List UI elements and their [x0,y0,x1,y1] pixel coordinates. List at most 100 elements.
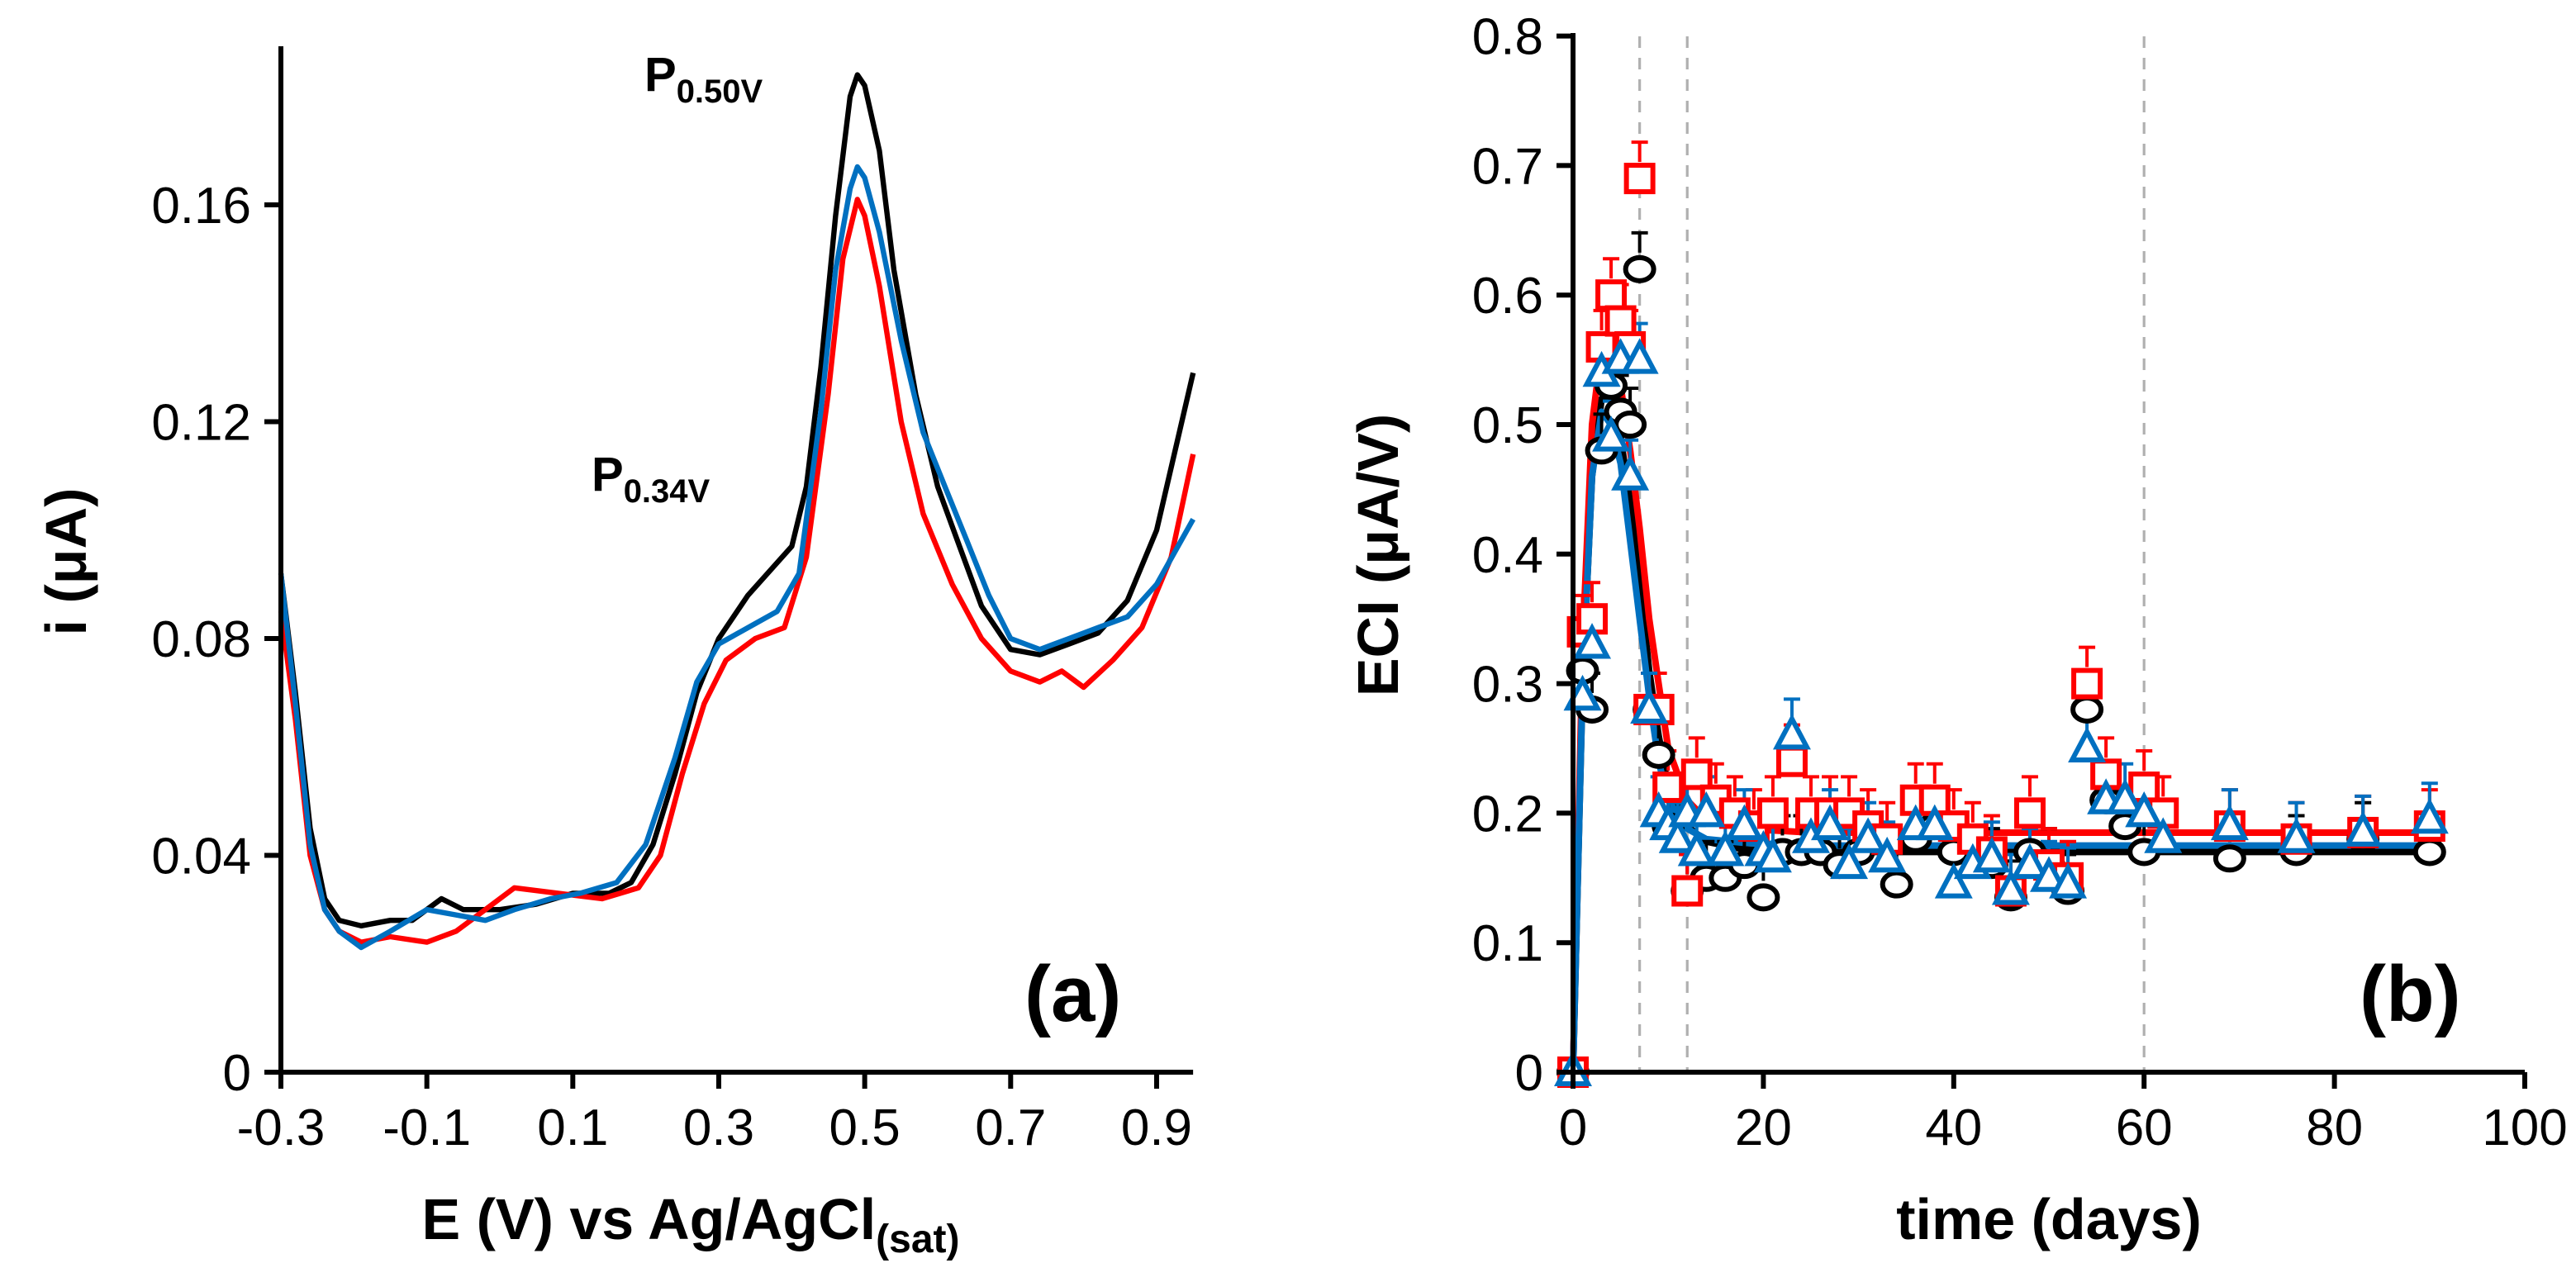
data-point-square [1623,163,1656,195]
data-point-square [1756,797,1789,829]
chart-b-ytick-label: 0 [1515,1045,1543,1102]
data-point-square [1775,745,1808,777]
data-point-circle [1642,740,1675,769]
peak-label: P0.50V [644,48,763,110]
data-point-circle [2412,838,2446,867]
peak-label-sub: 0.50V [677,74,763,110]
data-point-triangle [1706,830,1745,867]
data-point-triangle [1915,804,1954,841]
chart-b-ytick-label: 0.2 [1472,786,1543,843]
data-point-triangle [2344,810,2383,847]
data-point-square [2071,667,2103,700]
chart-b-ytick-label: 0.4 [1472,527,1543,584]
chart-a-ytick-label: 0.16 [151,178,251,235]
data-point-square [1595,279,1628,311]
data-point-triangle [2125,791,2164,828]
data-point-triangle [1849,817,1888,853]
chart-b-xtick-label: 20 [1735,1099,1792,1156]
data-point-triangle [1972,836,2011,873]
chart-b-ytick-label: 0.7 [1472,138,1543,195]
data-point-circle [1623,254,1656,283]
data-point-circle [1747,883,1780,912]
data-point-circle [2212,844,2246,873]
chart-a-ytick-label: 0 [223,1045,251,1102]
data-point-circle [1614,411,1647,439]
chart-b-ytick-label: 0.5 [1472,397,1543,454]
chart-b-panel-label: (b) [2360,950,2461,1038]
chart-a-xlabel-sub: (sat) [876,1218,959,1261]
chart-a-ylabel: i (μA) [34,488,98,636]
chart-b-axes: 0 0.1 0.2 0.3 0.4 0.5 0.6 0.7 0.8 0 20 40 60 80 100 [1472,9,2568,1156]
data-point-triangle [1991,869,2030,905]
data-point-triangle [1868,836,1907,873]
chart-a-xtick-label: 0.9 [1121,1099,1192,1156]
chart-b-xlabel: time (days) [1896,1187,2202,1251]
chart-b-xtick-label: 100 [2482,1099,2567,1156]
data-point-square [1604,305,1637,337]
data-point-triangle [1658,817,1697,853]
data-point-triangle [1725,804,1764,841]
chart-a-xtick-label: 0.5 [829,1099,901,1156]
data-point-triangle [1592,415,1631,452]
data-point-triangle [1811,804,1850,841]
data-point-triangle [2049,862,2088,899]
chart-b-xtick-label: 60 [2116,1099,2173,1156]
data-point-triangle [1620,338,1659,374]
chart-a-ytick-label: 0.12 [151,395,251,452]
data-point-triangle [1630,687,1669,724]
data-point-circle [1880,870,1913,899]
fit-line-squares [1570,344,2430,1073]
peak-label-main: P [644,48,677,102]
chart-b-xtick-label: 0 [1559,1099,1587,1156]
chart-b: 0 0.1 0.2 0.3 0.4 0.5 0.6 0.7 0.8 0 20 40 60 80 100 EC… [1346,9,2568,1251]
data-point-triangle [1611,454,1650,491]
chart-b-reference-lines [1638,36,2146,1072]
chart-b-xtick-label: 40 [1925,1099,1982,1156]
data-point-triangle [2068,726,2107,762]
data-point-triangle [1830,843,1869,880]
chart-a-xtick-label: 0.1 [537,1099,608,1156]
data-point-square [2013,797,2046,829]
series-line-black [278,72,1196,928]
data-point-triangle [1573,623,1612,659]
fit-line-triangles [1570,408,2430,1073]
chart-b-ytick-label: 0.8 [1472,9,1543,66]
data-point-circle [2070,695,2104,724]
data-point-triangle [1934,862,1973,899]
chart-a-panel-label: (a) [1024,950,1121,1038]
chart-a-series [278,72,1196,951]
data-point-triangle [2030,856,2068,892]
chart-b-ytick-label: 0.3 [1472,657,1543,714]
chart-b-xtick-label: 80 [2306,1099,2363,1156]
data-point-square [1671,875,1704,907]
data-point-triangle [2144,817,2183,853]
data-point-triangle [1677,830,1716,867]
data-point-triangle [2277,817,2316,853]
data-point-square [1680,758,1713,791]
chart-a-ytick-label: 0.08 [151,611,251,668]
chart-a-xtick-label: -0.1 [383,1099,471,1156]
chart-a-xlabel: E (V) vs Ag/AgCl(sat) [421,1187,959,1261]
data-point-triangle [1772,713,1811,750]
peak-label-main: P [592,448,624,501]
data-point-triangle [1753,836,1792,873]
peak-label-sub: 0.34V [624,473,711,510]
chart-b-series [1554,140,2449,1088]
data-point-triangle [2410,797,2449,834]
data-point-triangle [1687,791,1726,828]
peak-label: P0.34V [592,448,711,510]
chart-a-xtick-label: -0.3 [237,1099,326,1156]
chart-a-axes: 0 0.04 0.08 0.12 0.16 -0.3 -0.1 0.1 0.3 0.5 0.7 0.9 [151,46,1194,1156]
chart-a-xtick-label: 0.3 [683,1099,754,1156]
data-point-triangle [2106,778,2145,814]
chart-a-ytick-label: 0.04 [151,829,251,886]
data-point-triangle [2210,804,2249,841]
chart-a-xtick-label: 0.7 [975,1099,1046,1156]
chart-b-ytick-label: 0.1 [1472,915,1543,972]
chart-b-ylabel: ECI (μA/V) [1346,414,1410,696]
data-point-triangle [2010,843,2049,880]
chart-a-xlabel-main: E (V) vs Ag/AgCl [421,1187,876,1251]
chart-a: 0 0.04 0.08 0.12 0.16 -0.3 -0.1 0.1 0.3 0.5 0.7 0.9… [34,46,1196,1261]
